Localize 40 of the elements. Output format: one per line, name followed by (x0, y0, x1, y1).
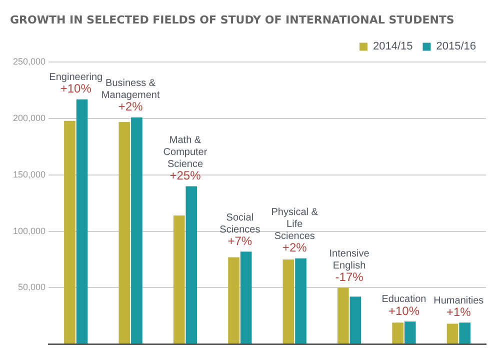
annotation: +10% (60, 82, 92, 96)
annotation: +1% (446, 304, 472, 319)
annotation: +2% (118, 100, 144, 114)
x-tick-label: Business & Management (101, 78, 160, 102)
bar (337, 288, 349, 344)
bar (350, 296, 362, 344)
bar (186, 186, 198, 344)
bar (240, 252, 252, 344)
y-tick-label: 250,000 (12, 56, 46, 67)
annotation: +7% (228, 234, 252, 248)
bar (228, 257, 240, 344)
annotation: +25% (170, 168, 202, 183)
bar (64, 120, 76, 344)
y-tick-label: 100,000 (12, 226, 46, 236)
annotation: +10% (388, 304, 420, 318)
x-tick-label: Math & Computer Science (163, 134, 208, 170)
annotation: +2% (282, 240, 308, 255)
bar (76, 99, 88, 344)
x-tick-label: Engineering (49, 72, 103, 84)
bar (392, 322, 404, 344)
y-tick-label: 200,000 (12, 113, 46, 124)
bar (131, 117, 142, 344)
chart-title: GROWTH IN SELECTED FIELDS OF STUDY OF INTERNATIONAL STUDENTS (10, 13, 454, 26)
legend-label: 2014/15 (372, 40, 413, 53)
x-tick-label: Education (382, 294, 426, 306)
y-tick-label: 50,000 (18, 282, 46, 292)
bar (446, 324, 458, 344)
bar (459, 322, 470, 344)
x-tick-label: Physical & Life Sciences (271, 207, 318, 242)
bar (282, 259, 294, 344)
bar (295, 258, 306, 344)
bar (118, 122, 130, 344)
x-tick-label: Social Sciences (220, 212, 260, 236)
annotation: -17% (335, 270, 364, 284)
x-tick-label: Humanities (434, 295, 484, 306)
bar (404, 321, 416, 344)
x-tick-label: Intensive English (329, 248, 370, 272)
y-tick-label: 150,000 (12, 169, 46, 180)
legend-label: 2015/16 (436, 40, 476, 53)
bar (173, 216, 185, 344)
